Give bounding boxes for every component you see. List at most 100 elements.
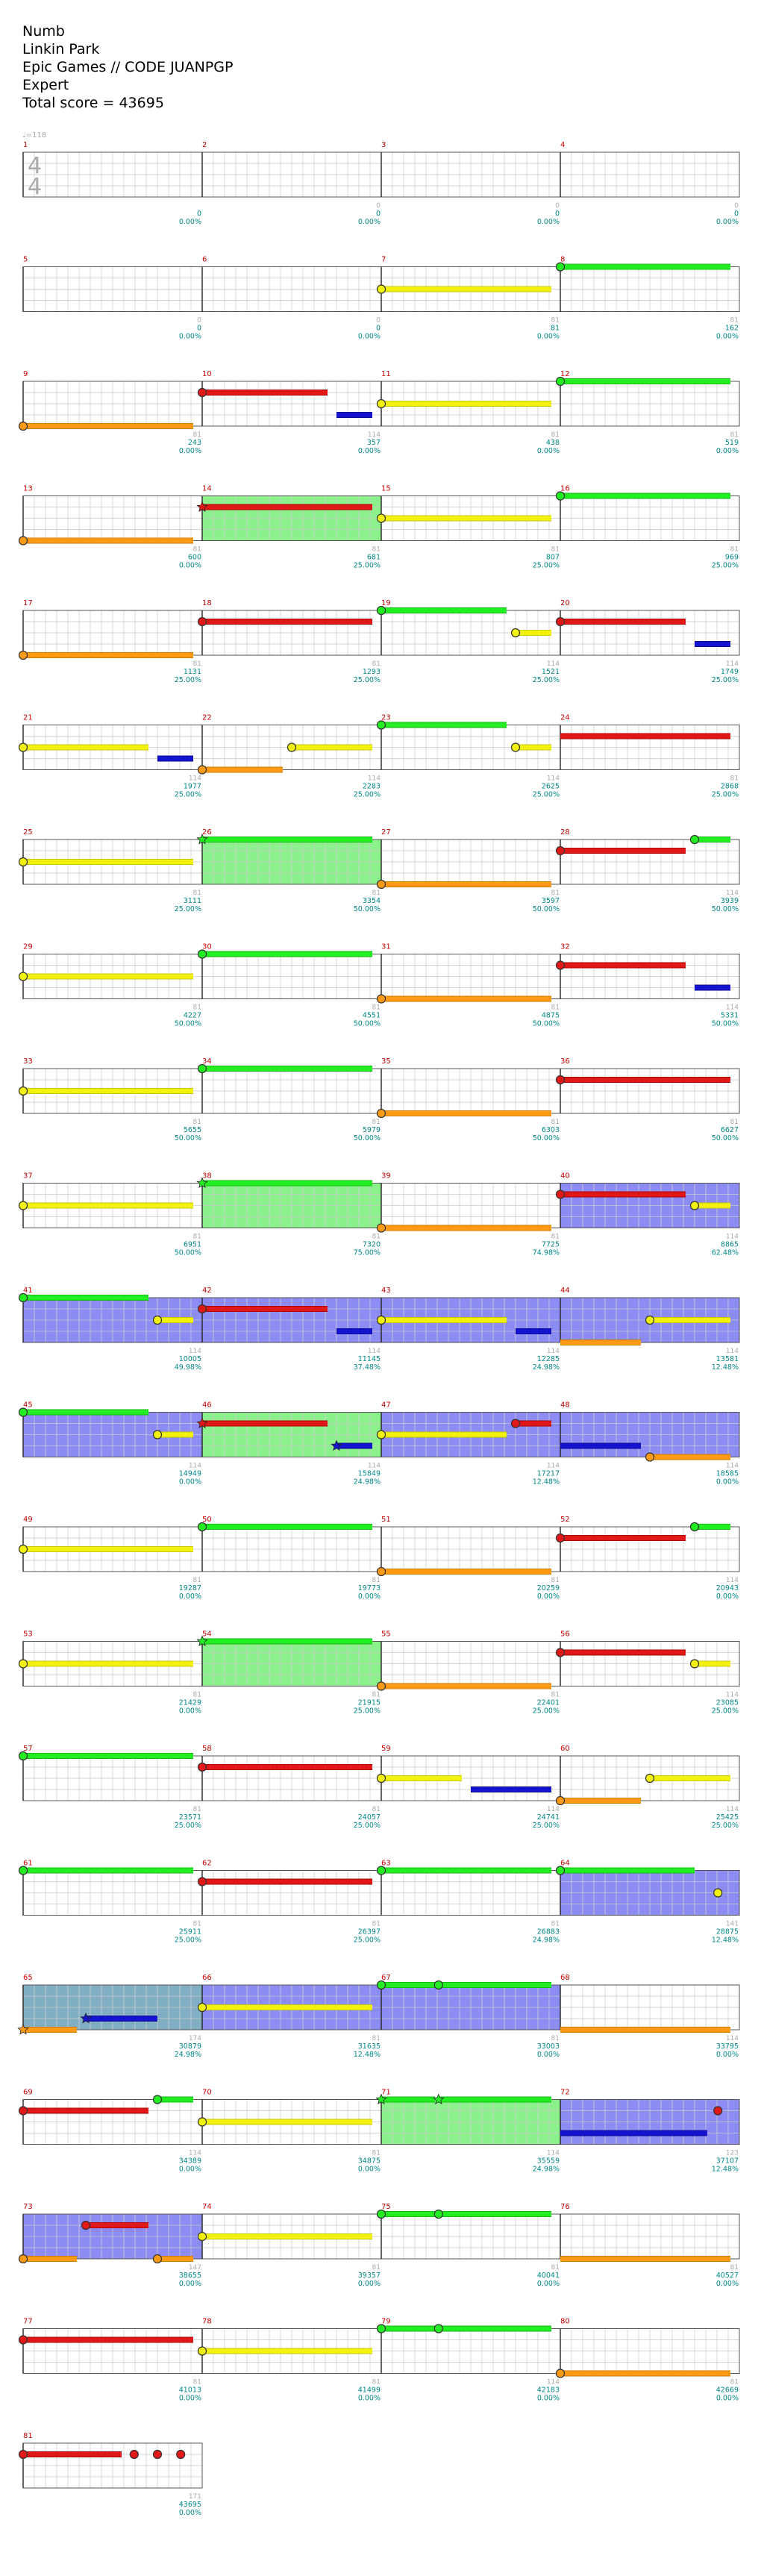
measure-score: 243 xyxy=(188,439,201,447)
measure-number: 75 xyxy=(381,2203,391,2211)
measure-tempo: 114 xyxy=(547,2150,560,2157)
measure-number: 69 xyxy=(23,2089,33,2097)
measure-score: 6951 xyxy=(184,1241,201,1249)
measure-multiplier: 0.00% xyxy=(716,447,739,455)
measure-tempo: 114 xyxy=(726,890,739,897)
measure-tempo: 81 xyxy=(730,2379,739,2386)
note-head xyxy=(376,1223,386,1233)
measure-number: 46 xyxy=(202,1401,212,1410)
note-head xyxy=(197,1762,207,1772)
measure-score: 807 xyxy=(546,554,560,562)
measure-score: 41013 xyxy=(179,2386,201,2395)
measure-score: 681 xyxy=(367,554,381,562)
measure-tempo: 81 xyxy=(193,1692,201,1699)
measure-multiplier: 50.00% xyxy=(354,1020,381,1028)
measure-score: 26883 xyxy=(537,1928,560,1936)
measure-score: 0 xyxy=(376,325,381,333)
measure-multiplier: 0.00% xyxy=(716,218,739,226)
measure-tempo: 81 xyxy=(551,317,560,325)
measure-number: 81 xyxy=(23,2432,33,2440)
star-note xyxy=(196,501,208,513)
measure-multiplier: 50.00% xyxy=(354,905,381,913)
measure-tempo: 114 xyxy=(726,1806,739,1813)
note-head xyxy=(433,2324,443,2333)
measure-number: 35 xyxy=(381,1057,391,1066)
measure-multiplier: 12.48% xyxy=(354,2051,381,2059)
measure-number: 74 xyxy=(202,2203,212,2211)
measure-number: 10 xyxy=(202,370,212,378)
measure-number: 72 xyxy=(560,2089,570,2097)
note-head xyxy=(152,2095,163,2104)
measure-multiplier: 25.00% xyxy=(712,1707,739,1716)
note-head xyxy=(18,421,28,431)
measure-tempo: 81 xyxy=(372,2150,381,2157)
measure-tempo: 114 xyxy=(547,2379,560,2386)
measure-number: 14 xyxy=(202,485,212,493)
measure-number: 25 xyxy=(23,828,33,837)
note-head xyxy=(433,2209,443,2219)
measure-number: 55 xyxy=(381,1631,391,1639)
measure-tempo: 81 xyxy=(551,431,560,439)
measure-multiplier: 25.00% xyxy=(354,1822,381,1830)
measure-number: 62 xyxy=(202,1860,212,1868)
measure-score: 22401 xyxy=(537,1699,560,1707)
measure-score: 30879 xyxy=(179,2042,201,2051)
measure-score: 39357 xyxy=(358,2272,381,2280)
note-head xyxy=(555,262,566,272)
measure-number: 68 xyxy=(560,1974,570,1982)
measure-score: 0 xyxy=(376,210,381,218)
measure-score: 7725 xyxy=(542,1241,560,1249)
measure-tempo: 81 xyxy=(372,1921,381,1928)
measure-number: 36 xyxy=(560,1057,570,1066)
note-head xyxy=(376,1430,386,1439)
measure-multiplier: 25.00% xyxy=(175,791,201,799)
note-head xyxy=(197,2346,207,2356)
note-head xyxy=(152,1430,163,1439)
note-head xyxy=(376,284,386,294)
measure-multiplier: 75.00% xyxy=(354,1249,381,1257)
chart-header: Numb Linkin Park Epic Games // CODE JUAN… xyxy=(22,22,233,112)
difficulty-label: Expert xyxy=(22,77,69,93)
measure-score: 42669 xyxy=(716,2386,739,2395)
measure-number: 6 xyxy=(202,256,207,264)
note-head xyxy=(81,2220,91,2230)
note-head xyxy=(376,1866,386,1875)
measure-score: 15849 xyxy=(358,1470,381,1478)
measure-score: 2625 xyxy=(542,783,560,791)
note-head xyxy=(433,1980,443,1990)
measure-score: 35559 xyxy=(537,2157,560,2166)
measure-number: 65 xyxy=(23,1974,33,1982)
note-head xyxy=(376,879,386,890)
measure-number: 64 xyxy=(560,1860,570,1868)
measure-tempo: 81 xyxy=(730,2264,739,2272)
measure-number: 23 xyxy=(381,714,391,722)
measure-multiplier: 25.00% xyxy=(712,676,739,684)
measure-tempo: 0 xyxy=(376,317,381,325)
note-head xyxy=(376,1315,386,1325)
measure-tempo: 114 xyxy=(189,1348,201,1355)
measure-multiplier: 62.48% xyxy=(712,1249,739,1257)
measure-multiplier: 0.00% xyxy=(716,333,739,341)
measure-score: 7320 xyxy=(363,1241,381,1249)
measure-multiplier: 24.98% xyxy=(354,1478,381,1486)
measure-tempo: 114 xyxy=(368,431,381,439)
measure-tempo: 114 xyxy=(726,1577,739,1584)
note-head xyxy=(197,1877,207,1886)
measure-multiplier: 12.48% xyxy=(712,1936,739,1945)
measure-tempo: 114 xyxy=(189,775,201,783)
measure-tempo: 81 xyxy=(730,431,739,439)
measure-number: 9 xyxy=(23,370,28,378)
measure-number: 40 xyxy=(560,1172,570,1181)
measure-number: 18 xyxy=(202,599,212,607)
measure-score: 8865 xyxy=(721,1241,739,1249)
measure-number: 61 xyxy=(23,1860,33,1868)
star-note xyxy=(17,2023,29,2035)
note-head xyxy=(510,628,521,638)
note-head xyxy=(376,1980,386,1990)
note-head xyxy=(197,949,207,959)
note-head xyxy=(376,398,386,409)
song-title: Numb xyxy=(22,23,65,40)
measure-number: 32 xyxy=(560,943,570,951)
measure-tempo: 81 xyxy=(193,1921,201,1928)
